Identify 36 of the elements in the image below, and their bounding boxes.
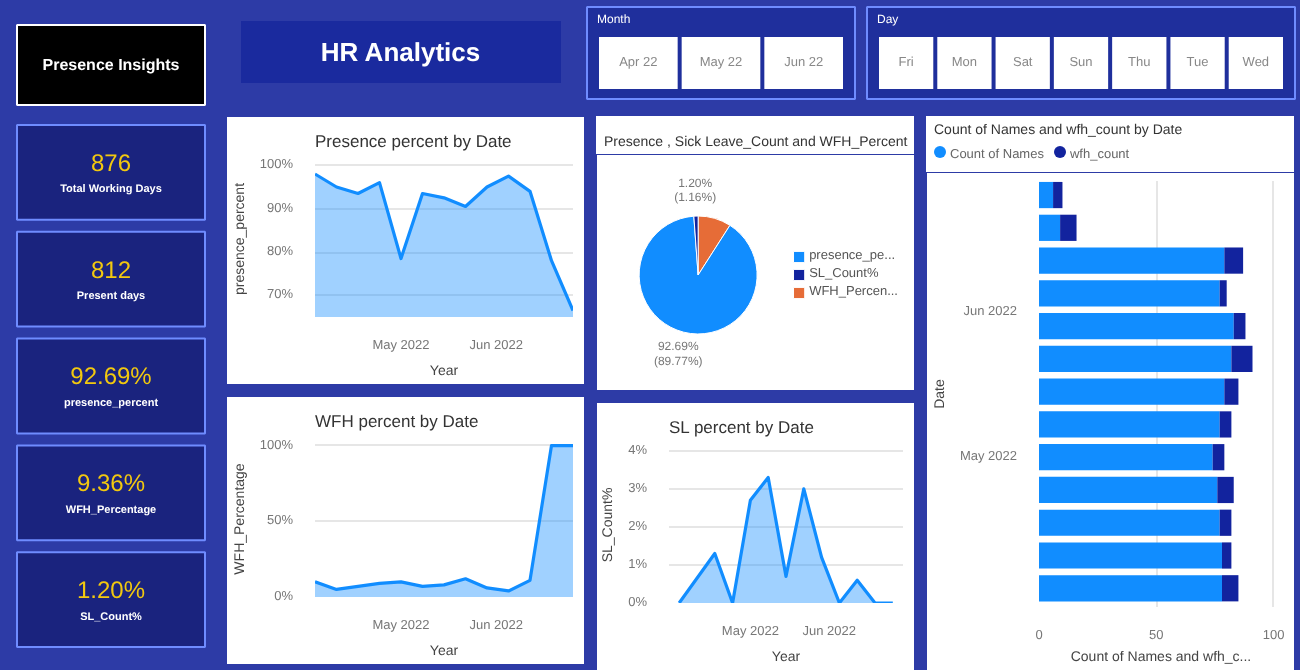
bar — [1222, 575, 1239, 602]
bar — [1039, 280, 1220, 307]
bar — [1219, 280, 1227, 307]
bar — [1224, 247, 1244, 274]
bar — [1060, 214, 1077, 241]
bar — [1217, 476, 1234, 504]
bar — [1039, 345, 1232, 372]
bar — [1233, 313, 1246, 340]
bar — [1039, 247, 1225, 274]
text: Presence Insights — [42, 56, 181, 74]
bar — [1219, 411, 1232, 438]
text: 9.36% — [76, 468, 146, 497]
bar — [1039, 214, 1061, 241]
text: 92.69% — [70, 362, 153, 390]
bar — [1053, 181, 1063, 209]
bar — [1039, 575, 1222, 602]
bar — [1219, 509, 1232, 536]
bar — [1039, 411, 1220, 438]
bar — [1039, 444, 1213, 471]
bar — [1039, 542, 1222, 569]
chart-title: WFH percent by Date — [315, 411, 479, 431]
text: 1.20% — [76, 575, 146, 604]
bar — [1039, 476, 1218, 504]
bar — [1039, 378, 1225, 405]
bar — [1039, 181, 1054, 209]
chart-title: Presence percent by Date — [315, 131, 513, 151]
bar — [1039, 509, 1220, 536]
text: 812 — [90, 256, 132, 285]
bar — [1039, 313, 1234, 340]
bar — [1224, 378, 1239, 405]
bar — [1231, 345, 1253, 372]
bar — [1212, 444, 1225, 471]
text: HR Analytics — [320, 37, 481, 67]
text: 876 — [90, 149, 132, 178]
bar — [1222, 542, 1232, 569]
chart-title: SL percent by Date — [669, 417, 815, 437]
